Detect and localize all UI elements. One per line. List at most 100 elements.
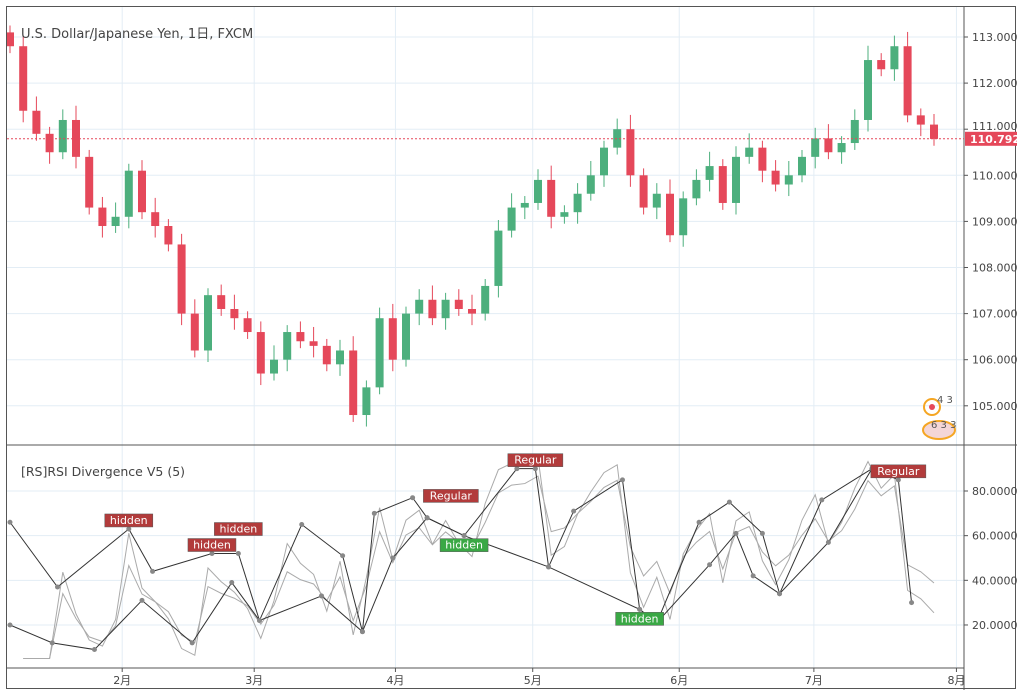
time-label: 8月 bbox=[947, 674, 965, 687]
candle-body bbox=[903, 46, 912, 116]
candle-body bbox=[138, 170, 146, 213]
price-tick-label: 111.000 bbox=[972, 120, 1017, 133]
candle-body bbox=[864, 60, 872, 120]
candle-body bbox=[732, 156, 740, 203]
divergence-label-bg bbox=[214, 522, 263, 536]
candle-body bbox=[666, 193, 674, 236]
candle-body bbox=[494, 230, 503, 286]
candle-body bbox=[534, 179, 542, 203]
candle-body bbox=[877, 60, 886, 70]
rsi-tick-label: 40.0000 bbox=[972, 574, 1017, 587]
time-label: 3月 bbox=[245, 674, 263, 687]
candle-body bbox=[600, 147, 608, 176]
candle-body bbox=[217, 295, 226, 309]
pivot-point bbox=[707, 562, 713, 568]
candle-body bbox=[85, 156, 94, 208]
candle-body bbox=[375, 318, 384, 388]
candle-body bbox=[270, 359, 278, 374]
pivot-point bbox=[189, 640, 195, 646]
rsi-line bbox=[23, 475, 935, 659]
candle-body bbox=[309, 341, 318, 346]
candle-body bbox=[652, 193, 661, 208]
pivot-point bbox=[150, 568, 156, 574]
pivot-point bbox=[340, 553, 346, 559]
candle-body bbox=[586, 175, 595, 194]
price-tick-label: 113.000 bbox=[972, 31, 1017, 44]
candle-body bbox=[441, 299, 450, 319]
pivot-point bbox=[126, 526, 132, 532]
candle-body bbox=[784, 175, 793, 185]
price-tick-label: 106.000 bbox=[972, 354, 1017, 367]
pivot-point bbox=[895, 477, 901, 483]
pivot-point bbox=[819, 497, 825, 503]
pivot-point bbox=[390, 555, 396, 561]
pivot-point bbox=[7, 622, 13, 628]
divergence-label-bg bbox=[423, 489, 479, 503]
candle-body bbox=[837, 143, 846, 153]
divergence-label: hidden bbox=[193, 539, 231, 552]
candle-body bbox=[824, 138, 833, 153]
pivot-point bbox=[825, 539, 831, 545]
candle-body bbox=[547, 179, 556, 217]
candle-body bbox=[388, 318, 397, 360]
pivot-point bbox=[759, 530, 765, 536]
candle-body bbox=[177, 244, 186, 314]
candle-body bbox=[692, 179, 701, 199]
pivot-point bbox=[371, 510, 377, 516]
event-count: 4 3 bbox=[937, 395, 953, 406]
candle-body bbox=[560, 212, 569, 217]
chart-canvas[interactable]: 113.000 112.000 111.000 110.000 109.000 108.0… bbox=[7, 7, 1017, 690]
candle-body bbox=[507, 207, 516, 231]
price-tick-label: 110.000 bbox=[972, 169, 1017, 182]
candle-body bbox=[111, 216, 120, 227]
pivot-point bbox=[750, 573, 756, 579]
candle-body bbox=[454, 299, 463, 309]
candle-body bbox=[32, 110, 41, 134]
candle-body bbox=[322, 345, 331, 365]
pivot-point bbox=[55, 584, 61, 590]
candle-body bbox=[415, 299, 424, 314]
pivot-point bbox=[299, 521, 305, 527]
pivot-point bbox=[733, 530, 739, 536]
pivot-point bbox=[532, 466, 538, 472]
price-tick-label: 109.000 bbox=[972, 215, 1017, 228]
time-label: 7月 bbox=[805, 674, 823, 687]
divergence-label: Regular bbox=[877, 465, 920, 478]
candle-body bbox=[45, 133, 54, 153]
pivot-point bbox=[359, 629, 365, 635]
candle-body bbox=[745, 147, 754, 157]
pivot-point bbox=[909, 600, 915, 606]
divergence-label-bg bbox=[615, 612, 664, 626]
candle-body bbox=[256, 332, 265, 374]
candle-body bbox=[771, 170, 780, 185]
chart-window[interactable]: 113.000 112.000 111.000 110.000 109.000 108.0… bbox=[6, 6, 1017, 690]
candle-body bbox=[283, 332, 292, 360]
candle-body bbox=[613, 129, 622, 148]
pivot-point bbox=[256, 618, 262, 624]
pivot-point bbox=[235, 551, 241, 557]
candle-body bbox=[7, 32, 14, 47]
candle-body bbox=[362, 387, 371, 416]
divergence-label-bg bbox=[187, 538, 237, 552]
candle-body bbox=[916, 115, 925, 125]
divergence-label-bg bbox=[104, 513, 154, 528]
time-label: 2月 bbox=[113, 674, 131, 687]
indicator-title[interactable]: [RS]RSI Divergence V5 (5) bbox=[21, 464, 186, 479]
divergence-label-bg bbox=[439, 538, 489, 552]
candle-body bbox=[798, 156, 806, 176]
pivot-point bbox=[91, 647, 97, 653]
price-tick-label: 108.000 bbox=[972, 262, 1017, 275]
candle-body bbox=[164, 226, 173, 245]
candle-body bbox=[679, 198, 688, 236]
candle-body bbox=[58, 119, 67, 153]
rsi-tick-label: 20.0000 bbox=[972, 619, 1017, 632]
divergence-label: Regular bbox=[514, 454, 557, 467]
candle-body bbox=[626, 129, 635, 176]
candle-body bbox=[758, 147, 767, 171]
pivot-point bbox=[777, 591, 783, 597]
last-price-label: 110.792 bbox=[970, 133, 1017, 146]
divergence-label-bg bbox=[870, 464, 927, 479]
pivot-point bbox=[49, 640, 55, 646]
candle-body bbox=[243, 318, 252, 333]
candle-body bbox=[639, 175, 648, 208]
